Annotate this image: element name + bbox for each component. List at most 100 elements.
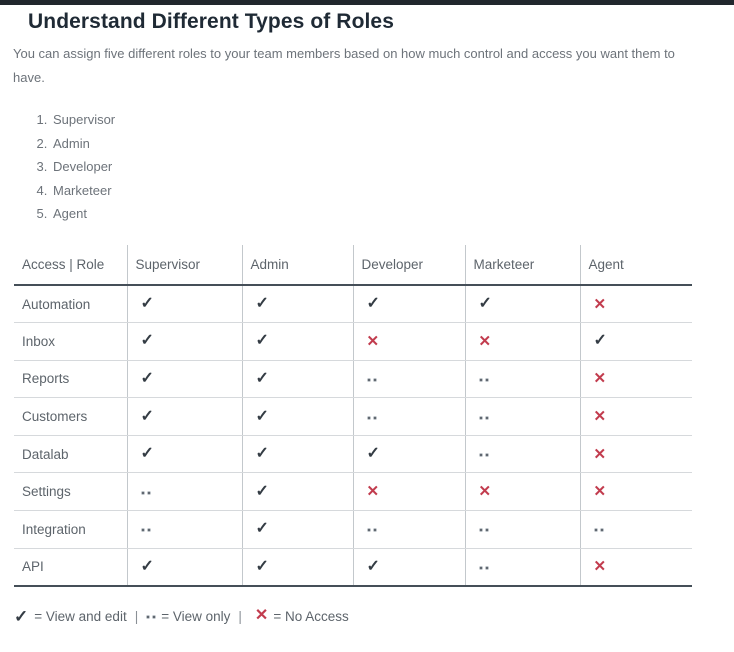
cross-icon: ✕ xyxy=(366,332,380,350)
top-bar xyxy=(0,0,734,5)
dot xyxy=(593,528,598,533)
view-only-icon xyxy=(478,523,491,537)
access-cell: ✓ xyxy=(242,360,354,399)
access-table-header-row: Access | Role Supervisor Admin Developer Mar… xyxy=(14,245,692,286)
cross-icon: ✕ xyxy=(593,295,607,313)
table-row: Settings ✓ ✕ ✕ ✕ xyxy=(14,472,692,512)
access-cell: ✕ xyxy=(580,285,692,324)
feature-cell: Settings xyxy=(14,472,128,512)
check-icon: ✓ xyxy=(255,407,269,425)
roles-list-item: Supervisor xyxy=(51,111,721,129)
access-cell: ✓ xyxy=(127,397,243,436)
access-cell xyxy=(465,510,581,549)
access-cell: ✕ xyxy=(580,472,692,512)
check-icon: ✓ xyxy=(140,445,154,463)
check-icon: ✓ xyxy=(255,295,269,313)
dot xyxy=(366,528,371,533)
access-cell xyxy=(465,397,581,436)
intro-paragraph: You can assign five different roles to y… xyxy=(13,46,675,85)
dot xyxy=(372,377,377,382)
dot xyxy=(478,528,483,533)
access-cell: ✕ xyxy=(353,322,466,361)
table-row: Reports ✓ ✓ ✕ xyxy=(14,360,692,399)
access-cell xyxy=(465,548,581,587)
access-cell xyxy=(353,510,466,549)
access-cell: ✓ xyxy=(242,322,354,361)
cross-icon: ✕ xyxy=(593,370,607,388)
view-only-icon xyxy=(478,448,491,462)
dot xyxy=(146,614,151,619)
legend-separator: | xyxy=(238,608,242,624)
access-cell xyxy=(465,360,581,399)
dot xyxy=(484,453,489,458)
roles-list-item: Admin xyxy=(51,135,721,153)
access-cell: ✕ xyxy=(580,360,692,399)
check-icon: ✓ xyxy=(255,445,269,463)
check-icon: ✓ xyxy=(255,332,269,350)
dot xyxy=(478,377,483,382)
access-cell: ✕ xyxy=(580,548,692,587)
access-cell: ✓ xyxy=(242,548,354,587)
feature-cell: Integration xyxy=(14,510,128,549)
check-icon: ✓ xyxy=(478,295,492,313)
roles-list-item: Agent xyxy=(51,205,721,223)
access-cell xyxy=(580,510,692,549)
check-icon: ✓ xyxy=(255,482,269,500)
feature-cell: Reports xyxy=(14,360,128,399)
view-only-icon xyxy=(140,523,153,537)
access-cell: ✓ xyxy=(127,322,243,361)
access-cell xyxy=(127,472,243,512)
view-only-icon xyxy=(478,560,491,574)
check-icon: ✓ xyxy=(593,332,607,350)
access-cell: ✓ xyxy=(353,548,466,587)
cross-icon: ✕ xyxy=(478,483,492,501)
access-cell: ✕ xyxy=(580,435,692,474)
check-icon: ✓ xyxy=(255,520,269,538)
access-table: Access | Role Supervisor Admin Developer Mar… xyxy=(14,245,692,587)
access-cell: ✓ xyxy=(353,435,466,474)
view-only-icon xyxy=(593,523,606,537)
dot xyxy=(599,528,604,533)
access-cell: ✓ xyxy=(127,435,243,474)
check-icon: ✓ xyxy=(140,557,154,575)
access-cell: ✓ xyxy=(127,360,243,399)
table-row: API ✓ ✓ ✓ ✕ xyxy=(14,548,692,587)
table-row: Automation ✓ ✓ ✓ ✓ ✕ xyxy=(14,285,692,324)
feature-cell: Datalab xyxy=(14,435,128,474)
check-icon: ✓ xyxy=(366,445,380,463)
check-icon: ✓ xyxy=(255,557,269,575)
dot xyxy=(484,528,489,533)
column-header: Marketeer xyxy=(465,245,581,286)
check-icon: ✓ xyxy=(255,369,269,387)
table-row: Customers ✓ ✓ ✕ xyxy=(14,397,692,436)
table-row: Inbox ✓ ✓ ✕ ✕ ✓ xyxy=(14,322,692,361)
access-cell: ✕ xyxy=(353,472,466,512)
dot xyxy=(146,490,151,495)
dot xyxy=(152,614,157,619)
access-cell: ✕ xyxy=(465,322,581,361)
access-cell xyxy=(465,435,581,474)
column-header: Access | Role xyxy=(14,245,128,286)
cross-icon: ✕ xyxy=(478,332,492,350)
access-table-head: Access | Role Supervisor Admin Developer Mar… xyxy=(14,245,692,286)
view-only-icon xyxy=(478,410,491,424)
view-only-icon xyxy=(366,523,379,537)
dot xyxy=(140,528,145,533)
access-table-body: Automation ✓ ✓ ✓ ✓ ✕ Inbox ✓ ✓ ✕ ✕ ✓ Reports ✓ ✓ ✕ Custo… xyxy=(14,285,692,587)
access-cell: ✓ xyxy=(242,285,354,324)
check-icon: ✓ xyxy=(140,332,154,350)
table-row: Integration ✓ xyxy=(14,510,692,549)
access-cell: ✓ xyxy=(465,285,581,324)
check-icon: ✓ xyxy=(140,295,154,313)
legend-separator: | xyxy=(134,608,139,624)
access-cell: ✓ xyxy=(242,510,354,549)
dot xyxy=(478,565,483,570)
legend-label-view-only: = View only xyxy=(161,608,231,624)
legend-label-no-access: = No Access xyxy=(273,608,349,624)
dot xyxy=(372,415,377,420)
feature-cell: API xyxy=(14,548,128,587)
access-cell: ✓ xyxy=(242,435,354,474)
column-header: Agent xyxy=(580,245,692,286)
access-cell xyxy=(353,397,466,436)
roles-list-item: Marketeer xyxy=(51,182,721,200)
